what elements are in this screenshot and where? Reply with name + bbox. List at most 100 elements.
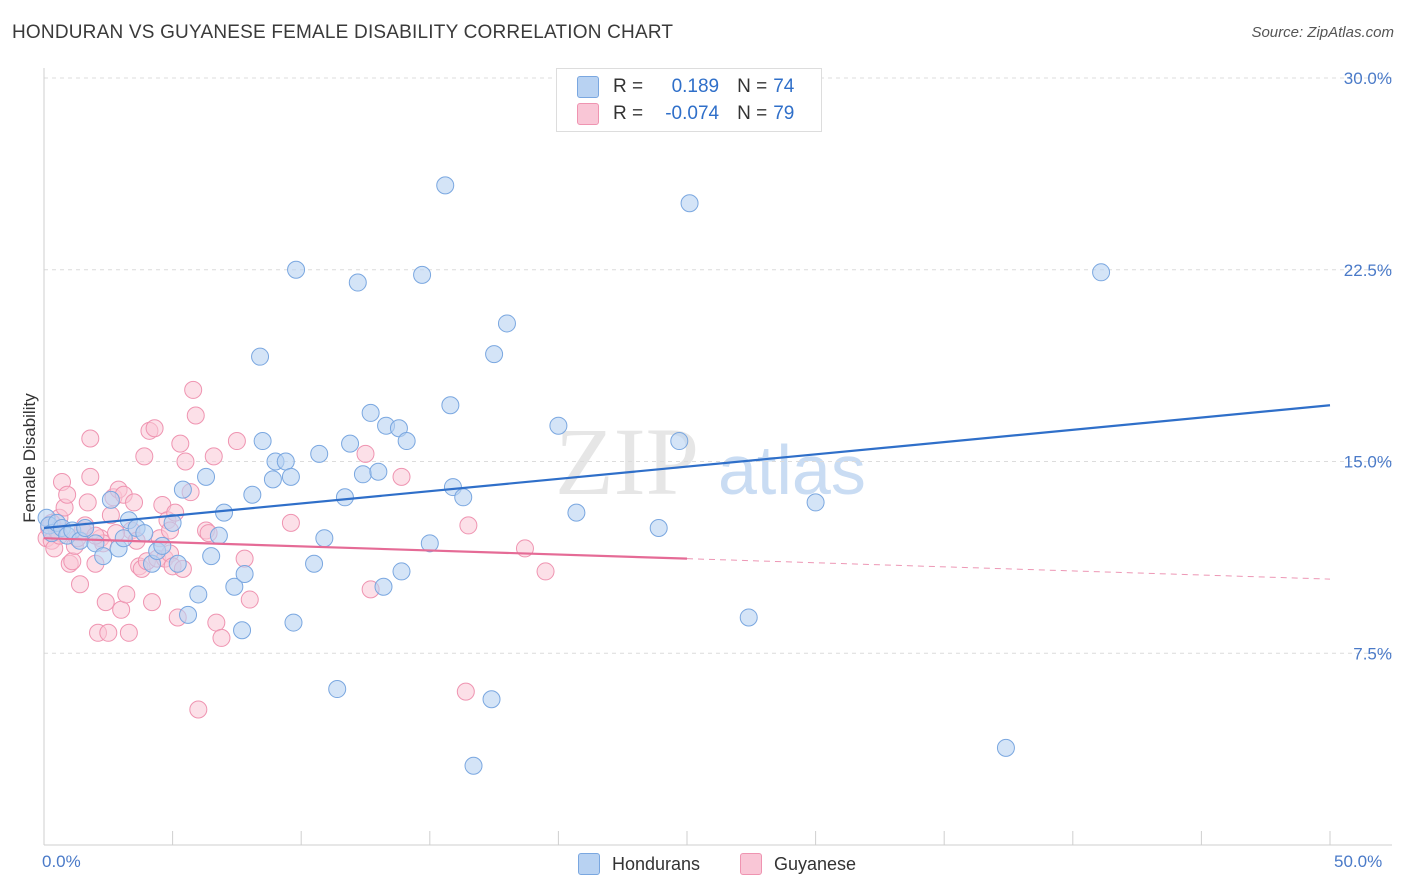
legend-n-label: N =: [737, 103, 768, 124]
guyanese-point: [112, 600, 131, 619]
bottom-legend-guyanese: Guyanese: [740, 852, 856, 876]
honduran-point: [215, 503, 234, 522]
honduran-point: [353, 465, 372, 484]
guyanese-point: [81, 429, 100, 448]
honduran-point: [202, 547, 221, 566]
guyanese-point: [240, 590, 259, 609]
guyanese-point: [536, 562, 555, 581]
honduran-point: [328, 680, 347, 699]
guyanese-trend-line: [43, 537, 688, 560]
honduran-point: [361, 403, 380, 422]
honduran-point: [441, 396, 460, 415]
honduran-point: [454, 488, 473, 507]
honduran-point: [464, 756, 483, 775]
guyanese-point: [235, 549, 254, 568]
trend-lines: [43, 404, 1331, 580]
guyanese-point: [145, 419, 164, 438]
honduran-point: [233, 621, 252, 640]
honduran-point: [348, 273, 367, 292]
honduran-point: [287, 260, 306, 279]
guyanese-point: [459, 516, 478, 535]
guyanese-point: [119, 623, 138, 642]
honduran-point: [281, 467, 300, 486]
honduran-point: [436, 176, 455, 195]
honduran-point: [189, 585, 208, 604]
legend-r-value: -0.074: [665, 103, 720, 124]
guyanese-point: [78, 493, 97, 512]
guyanese-point: [176, 452, 195, 471]
guyanese-point: [63, 552, 82, 571]
legend-r-value: 0.189: [671, 76, 720, 97]
guyanese-point: [81, 467, 100, 486]
legend-n-value: 79: [773, 103, 795, 124]
legend-r-label: R =: [613, 76, 644, 97]
honduran-point: [335, 488, 354, 507]
guyanese-point: [212, 628, 231, 647]
chart-source: Source: ZipAtlas.com: [1251, 24, 1394, 41]
guyanese-point: [96, 593, 115, 612]
honduran-point: [549, 416, 568, 435]
guyanese-point: [171, 434, 190, 453]
honduran-point: [179, 605, 198, 624]
honduran-point: [253, 432, 272, 451]
guyanese-point: [227, 432, 246, 451]
honduran-point: [276, 452, 295, 471]
honduran-point: [163, 513, 182, 532]
honduran-point: [996, 738, 1015, 757]
honduran-point: [680, 194, 699, 213]
honduran-point: [114, 529, 133, 548]
chart-title: HONDURAN VS GUYANESE FEMALE DISABILITY C…: [12, 22, 674, 43]
honduran-point: [420, 534, 439, 553]
watermark-zip: ZIP: [555, 408, 699, 515]
honduran-point: [397, 432, 416, 451]
bottom-legend-swatch-blue: [578, 853, 600, 875]
honduran-point: [225, 577, 244, 596]
axes: [43, 68, 1392, 846]
guyanese-point: [392, 467, 411, 486]
honduran-point: [374, 577, 393, 596]
honduran-point: [284, 613, 303, 632]
honduran-point: [341, 434, 360, 453]
legend-swatch-pink: [577, 103, 599, 125]
guyanese-point: [456, 682, 475, 701]
honduran-point: [806, 493, 825, 512]
guyanese-point: [204, 447, 223, 466]
guyanese-point: [186, 406, 205, 425]
honduran-point: [670, 432, 689, 451]
legend-n-label: N =: [737, 76, 768, 97]
hondurans-trend-line: [43, 404, 1331, 530]
honduran-point: [243, 485, 262, 504]
legend-r-label: R =: [613, 103, 644, 124]
y-tick-label: 15.0%: [1344, 453, 1392, 472]
guyanese-point: [356, 444, 375, 463]
honduran-point: [482, 690, 501, 709]
honduran-point: [168, 554, 187, 573]
honduran-point: [209, 526, 228, 545]
guyanese-point: [143, 593, 162, 612]
honduran-point: [101, 490, 120, 509]
x-tick-label-max: 50.0%: [1334, 852, 1383, 871]
honduran-point: [315, 529, 334, 548]
honduran-point: [369, 462, 388, 481]
bottom-legend-label-pink: Guyanese: [774, 853, 857, 874]
guyanese-point: [184, 380, 203, 399]
bottom-legend-hondurans: Hondurans: [578, 852, 700, 876]
watermark: ZIP atlas: [555, 408, 866, 515]
x-tick-label-min: 0.0%: [42, 852, 81, 871]
honduran-point: [413, 265, 432, 284]
guyanese-point: [207, 613, 226, 632]
guyanese-point: [189, 700, 208, 719]
honduran-point: [305, 554, 324, 573]
guyanese-point: [117, 585, 136, 604]
watermark-atlas: atlas: [718, 431, 866, 509]
honduran-point: [173, 480, 192, 499]
guyanese-point: [281, 513, 300, 532]
legend-n-value: 74: [773, 76, 795, 97]
honduran-point: [739, 608, 758, 627]
honduran-point: [649, 518, 668, 537]
honduran-point: [251, 347, 270, 366]
guyanese-point: [135, 447, 154, 466]
guyanese-trend-extension: [686, 558, 1331, 580]
y-tick-labels: 7.5% 15.0% 22.5% 30.0%: [1344, 69, 1392, 663]
